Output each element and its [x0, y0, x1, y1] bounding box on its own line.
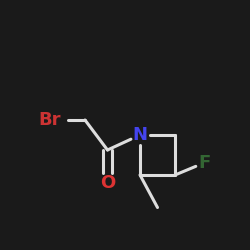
Text: F: F	[199, 154, 211, 172]
Text: N: N	[132, 126, 148, 144]
Text: Br: Br	[39, 111, 61, 129]
Text: O: O	[100, 174, 115, 192]
